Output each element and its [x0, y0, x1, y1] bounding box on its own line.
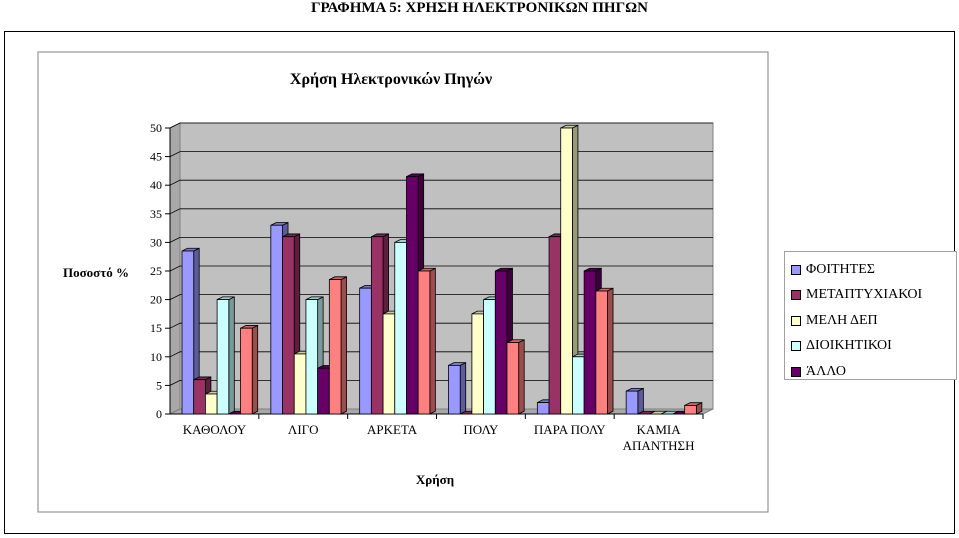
legend-item: ΦΟΙΤΗΤΕΣ — [791, 257, 956, 283]
gridline — [169, 151, 713, 157]
bar — [240, 327, 253, 415]
legend-swatch — [791, 264, 801, 275]
y-tick-label: 30 — [150, 235, 162, 249]
bar — [506, 342, 520, 415]
bar — [204, 393, 218, 415]
gridline — [169, 322, 713, 329]
legend-item: ΆΛΛΟ — [791, 359, 956, 385]
gridline — [169, 179, 713, 186]
bar — [406, 176, 419, 415]
y-tick-label: 45 — [150, 150, 162, 164]
chart-title: Χρήση Ηλεκτρονικών Πηγών — [290, 71, 492, 88]
legend-label: ΆΛΛΟ — [806, 363, 846, 379]
y-axis-label: Ποσοστό % — [63, 265, 129, 280]
legend: ΦΟΙΤΗΤΕΣ ΜΕΤΑΠΤΥΧΙΑΚΟΙ ΜΕΛΗ ΔΕΠ ΔΙΟΙΚΗΤΙΚΟΙ… — [784, 251, 957, 380]
bar — [572, 356, 585, 415]
bar — [305, 299, 319, 415]
bar — [494, 270, 508, 415]
bar — [625, 390, 639, 415]
bar — [282, 236, 295, 415]
x-tick-label: ΚΑΘΟΛΟΥ — [183, 422, 247, 437]
bar — [370, 236, 384, 415]
bar — [293, 353, 307, 415]
gridline — [169, 265, 713, 272]
x-axis-label: Χρήση — [416, 472, 454, 487]
y-tick-label: 20 — [150, 293, 162, 307]
bar — [417, 270, 431, 415]
bar-side — [637, 387, 644, 415]
bar — [483, 299, 496, 415]
gridline — [169, 351, 713, 358]
bar — [471, 313, 484, 415]
gridline — [169, 236, 713, 243]
chart-area: Χρήση Ηλεκτρονικών Πηγών Ποσοστό % Χρήση… — [4, 31, 957, 534]
legend-label: ΔΙΟΙΚΗΤΙΚΟΙ — [806, 338, 892, 354]
bar — [448, 364, 461, 415]
x-tick-label: ΚΑΜΙΑ ΑΠΑΝΤΗΣΗ — [623, 422, 695, 453]
gridline — [169, 294, 713, 300]
x-tick-label: ΑΡΚΕΤΑ — [367, 422, 418, 437]
legend-swatch — [791, 341, 801, 352]
x-tick-label: ΠΑΡΑ ΠΟΛΥ — [534, 422, 606, 437]
y-tick-label: 35 — [150, 207, 162, 221]
legend-swatch — [791, 290, 801, 301]
x-tick-label: ΠΟΛΥ — [463, 422, 499, 437]
bar-side — [228, 296, 235, 415]
legend-item: ΜΕΛΗ ΔΕΠ — [791, 308, 956, 334]
bar — [394, 241, 407, 415]
y-tick-label: 10 — [150, 350, 162, 364]
bar — [317, 367, 330, 415]
bar-side — [518, 339, 525, 415]
y-tick-label: 0 — [156, 407, 162, 421]
y-tick-label: 25 — [150, 264, 162, 278]
legend-label: ΦΟΙΤΗΤΕΣ — [806, 261, 875, 277]
bar — [328, 279, 342, 415]
bar-chart: Χρήση Ηλεκτρονικών Πηγών Ποσοστό % Χρήση… — [37, 51, 769, 513]
bar — [270, 224, 283, 415]
legend-swatch — [791, 366, 801, 377]
legend-label: ΜΕΛΗ ΔΕΠ — [806, 312, 878, 328]
bar-side — [607, 287, 614, 415]
bar — [684, 405, 697, 415]
legend-item: ΜΕΤΑΠΤΥΧΙΑΚΟΙ — [791, 283, 956, 309]
gridline — [169, 122, 713, 129]
bar — [536, 402, 550, 415]
y-tick-label: 5 — [156, 378, 162, 392]
bar — [548, 236, 562, 415]
bar-side — [340, 276, 347, 415]
y-tick-label: 40 — [150, 178, 162, 192]
bar — [359, 287, 372, 415]
plot-area: 0 5 10 15 20 25 30 35 40 45 50 ΚΑΘΟΛΟΥ ΛΙΓΟ ΑΡΚΕΤΑ ΠΟΛ… — [150, 121, 714, 453]
legend-swatch — [791, 315, 801, 326]
bar — [382, 313, 396, 415]
bar — [560, 127, 573, 415]
legend-label: ΜΕΤΑΠΤΥΧΙΑΚΟΙ — [806, 287, 923, 303]
page-title: ΓΡΑΦΗΜΑ 5: ΧΡΗΣΗ ΗΛΕΚΤΡΟΝΙΚΩΝ ΠΗΓΩΝ — [311, 0, 648, 16]
bar-side — [429, 267, 436, 415]
bar — [216, 299, 230, 415]
y-tick-label: 50 — [150, 121, 162, 135]
bar — [583, 270, 597, 415]
bar-side — [459, 361, 467, 415]
bar — [181, 250, 195, 415]
legend-item: ΔΙΟΙΚΗΤΙΚΟΙ — [791, 334, 956, 360]
bar — [595, 290, 608, 415]
gridline — [169, 379, 713, 386]
bar-side — [251, 324, 259, 415]
y-tick-label: 15 — [150, 321, 162, 335]
x-tick-label: ΛΙΓΟ — [288, 422, 319, 437]
gridline — [169, 208, 713, 215]
bar — [193, 379, 206, 415]
